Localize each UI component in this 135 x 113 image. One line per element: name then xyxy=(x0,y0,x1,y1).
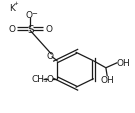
Text: O: O xyxy=(47,51,54,60)
Text: OH: OH xyxy=(100,75,114,84)
Text: OH: OH xyxy=(117,59,130,68)
Text: O: O xyxy=(8,25,15,34)
Text: CH₃: CH₃ xyxy=(32,74,48,83)
Text: S: S xyxy=(27,25,34,34)
Text: O: O xyxy=(45,25,52,34)
Text: +: + xyxy=(13,1,18,6)
Text: O: O xyxy=(26,11,33,20)
Text: −: − xyxy=(31,11,37,16)
Text: K: K xyxy=(9,4,15,13)
Text: O: O xyxy=(47,74,54,83)
